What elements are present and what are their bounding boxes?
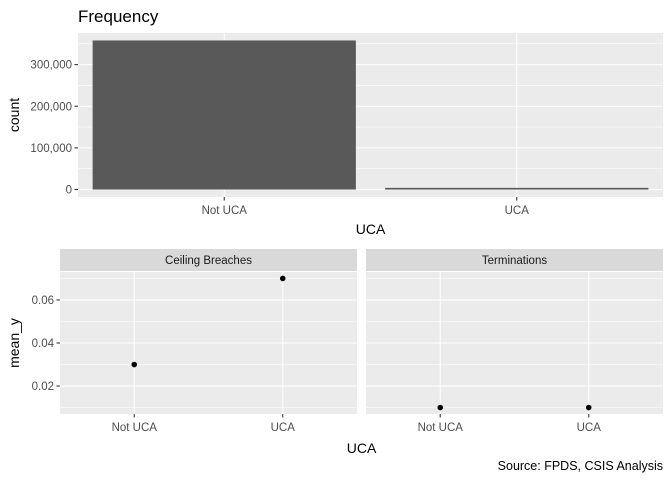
mean-y-axis: 0.02 0.04 0.06 (32, 295, 60, 393)
data-point-terminations-not-uca (437, 404, 444, 411)
y-tick-label: 200,000 (30, 101, 72, 113)
facet-strip-label: Ceiling Breaches (165, 255, 252, 267)
frequency-chart: Frequency 0 100,000 200,000 300,000 Not UCA… (6, 7, 663, 237)
bar-not-uca (92, 40, 356, 190)
facet-panels: Ceiling Breaches Not UCA UCA Terminations No… (60, 249, 663, 434)
facet-strip-label: Terminations (482, 255, 547, 267)
x-tick-label: Not UCA (418, 422, 464, 434)
data-point-ceiling-breaches-not-uca (131, 361, 138, 368)
y-tick-label: 0.02 (32, 381, 54, 393)
x-tick-label: UCA (505, 205, 530, 217)
x-tick-label: Not UCA (202, 205, 248, 217)
y-tick-label: 0.06 (32, 295, 54, 307)
frequency-x-axis-title: UCA (356, 221, 386, 237)
frequency-x-axis: Not UCA UCA (202, 197, 530, 217)
mean-y-y-axis-title: mean_y (6, 318, 22, 368)
x-tick-label: Not UCA (112, 422, 158, 434)
data-point-terminations-uca (585, 404, 592, 411)
data-point-ceiling-breaches-uca (279, 275, 286, 282)
x-tick-label: UCA (271, 422, 296, 434)
mean-y-x-axis-title: UCA (347, 440, 377, 456)
facet-strip (366, 249, 663, 271)
y-tick-label: 300,000 (30, 60, 72, 72)
facet-strip (60, 249, 357, 271)
y-tick-label: 0.04 (32, 338, 55, 350)
x-tick-label: UCA (577, 422, 602, 434)
frequency-bars (92, 40, 649, 190)
y-tick-label: 100,000 (30, 143, 72, 155)
chart-title: Frequency (78, 7, 159, 26)
source-caption: Source: FPDS, CSIS Analysis (498, 459, 663, 473)
frequency-y-axis-title: count (6, 98, 22, 132)
facet-terminations: Terminations Not UCA UCA (366, 249, 663, 434)
bar-uca (385, 187, 649, 190)
mean-y-faceted-chart: Ceiling Breaches Not UCA UCA Terminations No… (6, 249, 663, 456)
y-tick-label: 0 (66, 185, 72, 197)
facet-ceiling-breaches: Ceiling Breaches Not UCA UCA (60, 249, 357, 434)
frequency-y-axis: 0 100,000 200,000 300,000 (30, 60, 78, 197)
